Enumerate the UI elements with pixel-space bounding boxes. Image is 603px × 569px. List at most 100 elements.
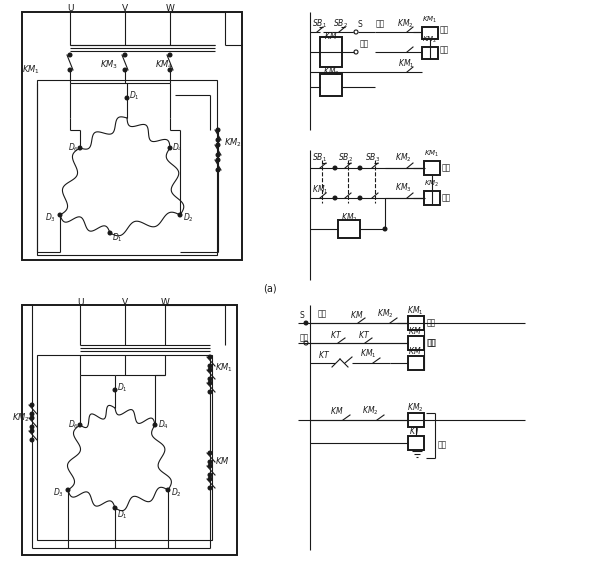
Text: $KM_2$: $KM_2$ bbox=[422, 35, 438, 45]
Text: $D_1$: $D_1$ bbox=[117, 382, 128, 394]
Text: V: V bbox=[122, 3, 128, 13]
Text: $KM_2$: $KM_2$ bbox=[362, 405, 379, 417]
Text: $KT$: $KT$ bbox=[358, 328, 370, 340]
Bar bbox=[320, 37, 342, 67]
Bar bbox=[424, 191, 440, 205]
Circle shape bbox=[383, 227, 387, 231]
Text: $D_1$: $D_1$ bbox=[129, 90, 140, 102]
Circle shape bbox=[333, 196, 337, 200]
Circle shape bbox=[168, 68, 172, 72]
Text: $KM_1$: $KM_1$ bbox=[22, 64, 40, 76]
Text: $D_1$: $D_1$ bbox=[117, 509, 128, 521]
Bar bbox=[408, 436, 424, 450]
Text: $KM$: $KM$ bbox=[350, 308, 364, 320]
Text: $KM_1$: $KM_1$ bbox=[360, 348, 376, 360]
Circle shape bbox=[208, 364, 212, 368]
Text: $KM_3$: $KM_3$ bbox=[395, 182, 412, 194]
Circle shape bbox=[216, 138, 220, 142]
Text: 高速: 高速 bbox=[300, 333, 309, 343]
Text: 高速: 高速 bbox=[438, 440, 447, 450]
Text: $KM$: $KM$ bbox=[408, 345, 421, 357]
Circle shape bbox=[216, 153, 220, 157]
Circle shape bbox=[216, 168, 220, 172]
Circle shape bbox=[208, 355, 212, 359]
Circle shape bbox=[58, 213, 62, 217]
Text: 低速: 低速 bbox=[442, 163, 451, 172]
Text: $D_2$: $D_2$ bbox=[183, 212, 194, 224]
Circle shape bbox=[108, 231, 112, 235]
Circle shape bbox=[30, 429, 34, 433]
Text: $KM$: $KM$ bbox=[215, 455, 230, 465]
Circle shape bbox=[153, 423, 157, 427]
Bar bbox=[424, 161, 440, 175]
Circle shape bbox=[208, 464, 212, 468]
Circle shape bbox=[208, 477, 212, 481]
Bar bbox=[408, 413, 424, 427]
Text: $KM_2$: $KM_2$ bbox=[397, 18, 414, 30]
Circle shape bbox=[178, 213, 182, 217]
Text: S: S bbox=[300, 311, 305, 320]
Circle shape bbox=[216, 143, 220, 147]
Text: $KT$: $KT$ bbox=[409, 426, 421, 436]
Text: $SB_1$: $SB_1$ bbox=[312, 152, 327, 164]
Text: $D_6$: $D_6$ bbox=[68, 142, 79, 154]
Text: $KM_2$: $KM_2$ bbox=[224, 137, 242, 149]
Text: $KM$: $KM$ bbox=[324, 30, 338, 40]
Text: $KM_2$: $KM_2$ bbox=[407, 402, 423, 414]
Text: $KM_2$: $KM_2$ bbox=[395, 152, 411, 164]
Text: 高速: 高速 bbox=[442, 193, 451, 203]
Circle shape bbox=[125, 96, 129, 100]
Text: $SB_1$: $SB_1$ bbox=[312, 18, 327, 30]
Bar bbox=[22, 12, 242, 260]
Circle shape bbox=[123, 68, 127, 72]
Circle shape bbox=[304, 321, 308, 325]
Bar bbox=[408, 316, 424, 330]
Text: $KM_1$: $KM_1$ bbox=[422, 15, 438, 25]
Text: (a): (a) bbox=[263, 283, 277, 293]
Text: $KM_2$: $KM_2$ bbox=[341, 212, 357, 224]
Circle shape bbox=[358, 166, 362, 170]
Circle shape bbox=[30, 416, 34, 420]
Circle shape bbox=[358, 196, 362, 200]
Text: $D_4$: $D_4$ bbox=[158, 419, 169, 431]
Text: 高速: 高速 bbox=[440, 46, 449, 55]
Text: 高速: 高速 bbox=[360, 39, 369, 48]
Text: $D_1$: $D_1$ bbox=[112, 232, 123, 244]
Circle shape bbox=[30, 438, 34, 442]
Text: U: U bbox=[77, 298, 83, 307]
Text: W: W bbox=[160, 298, 169, 307]
Bar bbox=[422, 27, 438, 39]
Circle shape bbox=[166, 488, 170, 492]
Bar bbox=[37, 80, 217, 255]
Text: 低速: 低速 bbox=[376, 19, 385, 28]
Bar bbox=[408, 356, 424, 370]
Text: $SB_2$: $SB_2$ bbox=[338, 152, 353, 164]
Circle shape bbox=[208, 390, 212, 394]
Circle shape bbox=[168, 146, 172, 150]
Text: 低速: 低速 bbox=[318, 310, 327, 319]
Text: 低速: 低速 bbox=[427, 319, 436, 328]
Text: $KM_4$: $KM_4$ bbox=[155, 59, 173, 71]
Text: $KM_1$: $KM_1$ bbox=[312, 184, 329, 196]
Circle shape bbox=[30, 412, 34, 416]
Circle shape bbox=[208, 460, 212, 464]
Text: $D_2$: $D_2$ bbox=[171, 486, 182, 499]
Text: 低速: 低速 bbox=[427, 339, 436, 348]
Circle shape bbox=[168, 53, 172, 57]
Bar bbox=[22, 305, 237, 555]
Text: $KM$: $KM$ bbox=[408, 325, 421, 336]
Circle shape bbox=[123, 53, 127, 57]
Text: V: V bbox=[122, 298, 128, 307]
Text: $KM_2$: $KM_2$ bbox=[323, 66, 339, 79]
Bar bbox=[320, 74, 342, 96]
Bar bbox=[338, 220, 360, 238]
Bar bbox=[37, 355, 212, 540]
Text: W: W bbox=[166, 3, 174, 13]
Circle shape bbox=[68, 68, 72, 72]
Text: $KM_1$: $KM_1$ bbox=[425, 149, 440, 159]
Bar bbox=[422, 47, 438, 59]
Circle shape bbox=[113, 388, 117, 392]
Text: $KM_3$: $KM_3$ bbox=[100, 59, 118, 71]
Text: $KM_2$: $KM_2$ bbox=[377, 308, 394, 320]
Circle shape bbox=[208, 473, 212, 477]
